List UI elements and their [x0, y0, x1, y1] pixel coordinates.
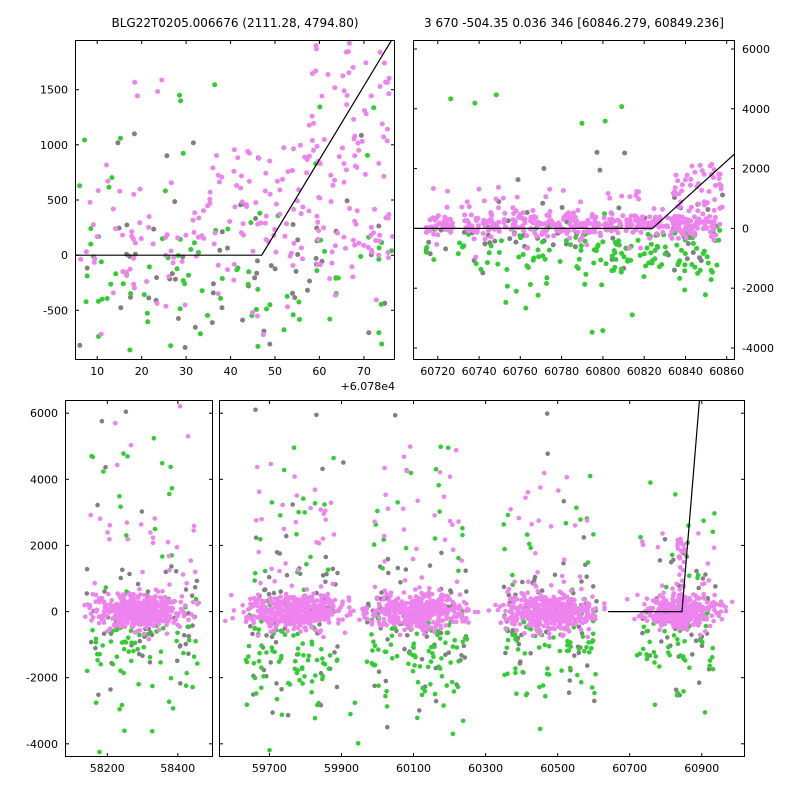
- scatter-series-green: [638, 480, 717, 578]
- scatter-series-magenta: [493, 583, 607, 641]
- y-tick-label: 500: [47, 194, 68, 207]
- x-tick-label: 60: [312, 365, 326, 378]
- scatter-series-magenta: [347, 585, 492, 638]
- y-tick-label: 4000: [742, 103, 770, 116]
- scatter-series-magenta: [253, 461, 337, 589]
- panel-title-right: 3 670 -504.35 0.036 346 [60846.279, 6084…: [424, 16, 724, 30]
- tick-marks: [75, 40, 395, 360]
- x-tick-label: 59900: [324, 762, 359, 775]
- model-line: [413, 153, 735, 229]
- axes-frame: [413, 40, 735, 360]
- tick-marks: [219, 400, 745, 757]
- scatter-series-green: [77, 82, 377, 189]
- scatter-series-gray: [77, 155, 388, 350]
- x-tick-label: 60760: [503, 365, 538, 378]
- y-tick-label: -2000: [742, 282, 774, 295]
- model-line: [75, 40, 393, 256]
- x-tick-label: 60800: [585, 365, 620, 378]
- y-tick-label: 6000: [742, 43, 770, 56]
- scatter-series-magenta: [624, 581, 745, 638]
- x-tick-label: 60780: [544, 365, 579, 378]
- scatter-series-magenta: [78, 137, 395, 338]
- scatter-series-magenta: [372, 444, 465, 591]
- y-tick-label: -4000: [742, 342, 774, 355]
- panel-top-right: 60720 60740 60760 60780 60800 60820 60840 60860…: [413, 40, 774, 378]
- scatter-series-green: [89, 436, 175, 559]
- x-tick-label: 60300: [468, 762, 503, 775]
- panel-top-left: 10 20 30 40 50 60 70 -500 0 500 1000 1500 +6.078e4: [40, 40, 395, 393]
- x-axis-offset-label: +6.078e4: [341, 380, 395, 393]
- scatter-series-green: [83, 184, 395, 353]
- x-tick-label: 60900: [684, 762, 719, 775]
- x-tick-label: 70: [357, 365, 371, 378]
- tick-marks: [413, 40, 735, 360]
- scatter-series-magenta: [670, 161, 725, 227]
- scatter-series-green: [252, 445, 336, 576]
- scatter-series-magenta: [640, 531, 717, 592]
- y-tick-label: 0: [61, 249, 68, 262]
- y-tick-label: 0: [742, 222, 749, 235]
- x-tick-label: 59700: [252, 762, 287, 775]
- scatter-series-magenta: [132, 77, 165, 99]
- scatter-series-gray: [115, 131, 364, 159]
- x-tick-label: 60700: [612, 762, 647, 775]
- panel-title-left: BLG22T0205.006676 (2111.28, 4794.80): [111, 16, 358, 30]
- scatter-series-green: [503, 282, 635, 335]
- scatter-series-magenta: [82, 586, 202, 642]
- scatter-series-magenta: [223, 583, 369, 640]
- scatter-series-magenta: [304, 40, 392, 185]
- scatter-series-magenta: [88, 512, 198, 597]
- scatter-series-green: [448, 92, 625, 126]
- y-tick-label: -4000: [26, 738, 58, 751]
- x-tick-label: 60820: [627, 365, 662, 378]
- y-tick-label: 0: [51, 606, 58, 619]
- y-tick-label: 1000: [40, 139, 68, 152]
- scatter-series-green: [634, 575, 716, 715]
- tick-marks: [65, 400, 213, 757]
- x-tick-label: 60500: [540, 762, 575, 775]
- axes-frame: [219, 400, 745, 757]
- x-tick-label: 58400: [160, 762, 195, 775]
- scatter-series-magenta: [505, 470, 590, 594]
- scatter-series-gray: [95, 409, 145, 514]
- panel-bottom-right-segment: 59700 59900 60100 60300 60500 60700 60900: [219, 400, 745, 775]
- scatter-series-green: [371, 444, 465, 574]
- y-tick-label: 1500: [40, 84, 68, 97]
- y-tick-label: 4000: [30, 473, 58, 486]
- x-tick-label: 60720: [420, 365, 455, 378]
- x-tick-label: 50: [268, 365, 282, 378]
- panel-bottom-left-segment: 58200 58400 -4000 -2000 0 2000 4000 6000: [26, 400, 213, 775]
- scatter-series-magenta: [434, 236, 644, 260]
- y-tick-label: -500: [43, 304, 68, 317]
- scatter-series-gray: [515, 149, 628, 183]
- x-tick-label: 10: [90, 365, 104, 378]
- x-tick-label: 60100: [396, 762, 431, 775]
- scatter-series-green: [267, 693, 456, 753]
- x-tick-label: 60860: [709, 365, 744, 378]
- y-tick-label: 2000: [742, 163, 770, 176]
- y-tick-label: 2000: [30, 539, 58, 552]
- panels-group: 10 20 30 40 50 60 70 -500 0 500 1000 1500 +6.078e4 60…: [26, 40, 774, 775]
- axes-frame: [65, 400, 213, 757]
- scatter-series-gray: [253, 407, 550, 473]
- scatter-series-green: [97, 702, 155, 755]
- scatter-series-magenta: [430, 182, 718, 221]
- x-tick-label: 40: [224, 365, 238, 378]
- scatter-series-green: [501, 473, 596, 578]
- x-tick-label: 60740: [462, 365, 497, 378]
- x-tick-label: 60840: [668, 365, 703, 378]
- scatter-series-magenta: [207, 142, 362, 219]
- scatter-series-magenta: [113, 403, 191, 468]
- y-tick-label: -2000: [26, 672, 58, 685]
- x-tick-label: 30: [179, 365, 193, 378]
- x-tick-label: 20: [135, 365, 149, 378]
- y-tick-label: 6000: [30, 407, 58, 420]
- x-tick-label: 58200: [90, 762, 125, 775]
- model-line: [608, 400, 701, 613]
